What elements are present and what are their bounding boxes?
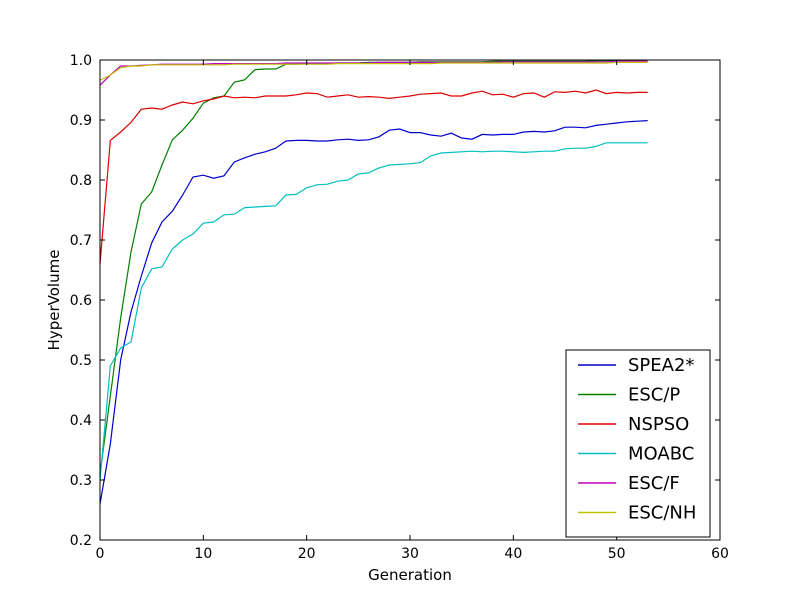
y-tick-label: 0.5	[70, 353, 92, 369]
legend-label: ESC/NH	[628, 503, 696, 524]
y-tick-label: 0.6	[70, 293, 92, 309]
legend: SPEA2* ESC/P NSPSO MOABC ESC/F ESC/NH	[565, 349, 711, 538]
x-tick-label: 50	[608, 546, 626, 562]
x-tick-label: 10	[194, 546, 212, 562]
y-tick-label: 0.8	[70, 173, 92, 189]
y-tick-label: 0.7	[70, 233, 92, 249]
series-line-2	[99, 89, 648, 265]
legend-label: NSPSO	[628, 414, 689, 435]
ticks	[99, 59, 721, 541]
series-line-3	[99, 142, 648, 481]
tick-labels: 0 10 20 30 40 50 60 0.2 0.3 0.4 0.5 0.6 0.7 0.8 0.9 1.0	[70, 53, 729, 562]
y-tick-label: 0.9	[70, 113, 92, 129]
x-tick-label: 40	[504, 546, 522, 562]
x-tick-label: 60	[711, 546, 729, 562]
legend-label: SPEA2*	[628, 355, 694, 376]
y-tick-label: 1.0	[70, 53, 92, 69]
legend-label: ESC/F	[628, 473, 680, 494]
legend-box	[565, 349, 711, 538]
series-line-0	[99, 120, 648, 505]
x-axis-label: Generation	[368, 566, 452, 584]
y-axis-label: HyperVolume	[45, 250, 63, 351]
legend-label: ESC/P	[628, 385, 680, 406]
x-tick-label: 0	[96, 546, 105, 562]
y-tick-label: 0.4	[70, 413, 92, 429]
series-line-4	[99, 60, 648, 86]
y-tick-label: 0.3	[70, 473, 92, 489]
series-line-5	[99, 61, 648, 81]
x-tick-label: 20	[298, 546, 316, 562]
legend-label: MOABC	[628, 444, 694, 465]
x-tick-label: 30	[401, 546, 419, 562]
y-tick-label: 0.2	[70, 533, 92, 549]
plot-lines	[99, 59, 648, 505]
